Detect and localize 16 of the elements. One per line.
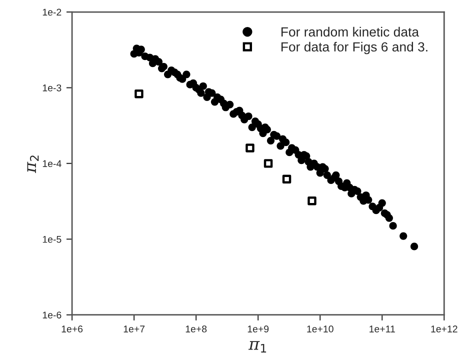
legend-label: For random kinetic data: [281, 26, 420, 37]
x-tick-label: 1e+10: [307, 326, 334, 332]
x-tick-label: 1e+12: [431, 326, 458, 332]
legend-label: For data for Figs 6 and 3.: [281, 42, 428, 54]
y-tick-label: 1e-6: [42, 312, 62, 318]
x-tick-label: 1e+9: [248, 326, 269, 332]
x-tick-label: 1e+6: [62, 326, 83, 332]
x-tick-label: 1e+8: [186, 326, 207, 332]
x-tick-label: 1e+7: [124, 326, 145, 332]
y-tick-label: 1e-2: [42, 8, 62, 16]
x-axis-title: π$_{1}$: [248, 341, 266, 352]
x-tick-label: 1e+11: [370, 326, 395, 332]
y-axis-title: π$_{2}$: [27, 156, 39, 174]
y-tick-label: 1e-5: [42, 236, 62, 243]
y-tick-label: 1e-3: [42, 84, 62, 92]
y-tick-label: 1e-4: [42, 160, 62, 168]
